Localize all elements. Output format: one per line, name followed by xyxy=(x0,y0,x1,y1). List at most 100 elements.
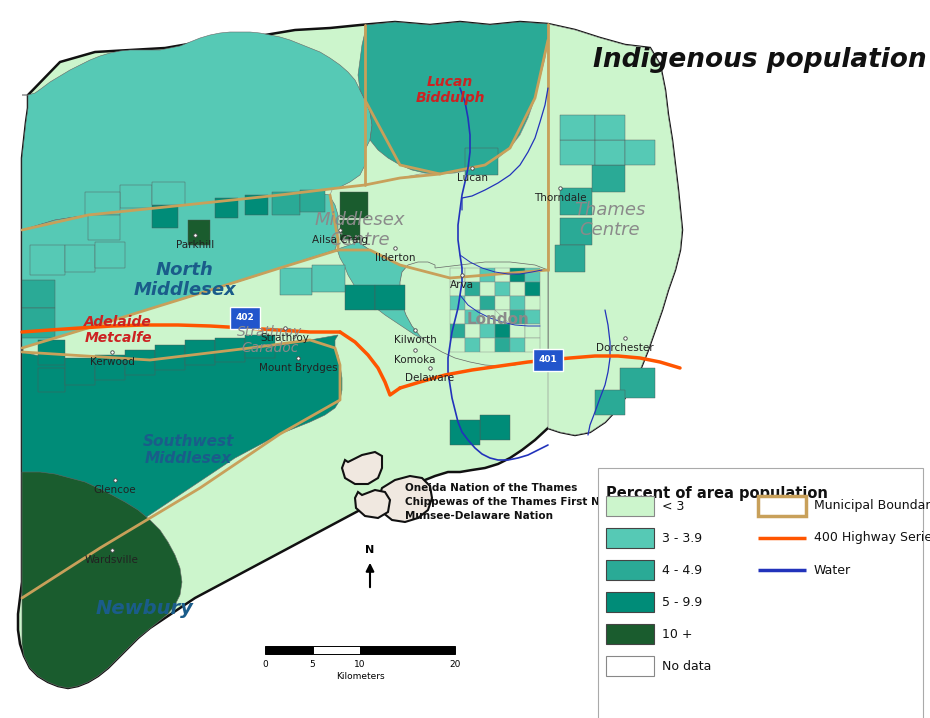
Polygon shape xyxy=(280,268,312,295)
Polygon shape xyxy=(525,338,540,352)
Polygon shape xyxy=(22,280,55,308)
Polygon shape xyxy=(510,324,525,338)
Polygon shape xyxy=(400,262,548,366)
Bar xyxy=(606,592,654,612)
Polygon shape xyxy=(38,340,65,365)
Bar xyxy=(360,646,455,654)
Polygon shape xyxy=(450,420,480,445)
Polygon shape xyxy=(30,245,65,275)
Text: London: London xyxy=(467,312,529,327)
Polygon shape xyxy=(450,282,465,296)
Text: 0: 0 xyxy=(262,660,268,669)
Polygon shape xyxy=(450,310,465,324)
Polygon shape xyxy=(510,268,525,282)
Polygon shape xyxy=(495,296,510,310)
Polygon shape xyxy=(22,335,342,598)
Polygon shape xyxy=(450,324,465,338)
Text: Indigenous population: Indigenous population xyxy=(593,47,927,73)
Text: 5: 5 xyxy=(310,660,315,669)
Bar xyxy=(265,646,312,654)
Polygon shape xyxy=(560,115,595,140)
Polygon shape xyxy=(22,32,372,230)
Text: Munsee-Delaware Nation: Munsee-Delaware Nation xyxy=(405,511,553,521)
Polygon shape xyxy=(525,282,540,296)
Polygon shape xyxy=(120,185,152,208)
Polygon shape xyxy=(560,218,592,245)
Polygon shape xyxy=(525,296,540,310)
Text: Percent of area population: Percent of area population xyxy=(606,486,828,501)
Bar xyxy=(758,496,806,516)
Text: < 3: < 3 xyxy=(662,500,684,513)
Polygon shape xyxy=(480,310,495,324)
Text: Dorchester: Dorchester xyxy=(596,343,654,353)
Polygon shape xyxy=(22,472,182,688)
Polygon shape xyxy=(358,22,548,174)
FancyBboxPatch shape xyxy=(533,349,563,371)
Polygon shape xyxy=(525,310,540,324)
Polygon shape xyxy=(480,268,495,282)
Polygon shape xyxy=(595,140,625,165)
Bar xyxy=(606,496,654,516)
Polygon shape xyxy=(65,358,95,385)
Polygon shape xyxy=(465,268,480,282)
Polygon shape xyxy=(312,265,345,292)
Polygon shape xyxy=(215,338,245,362)
Bar xyxy=(312,646,360,654)
Polygon shape xyxy=(152,182,185,205)
Text: Strathroy
Caradoc: Strathroy Caradoc xyxy=(237,325,302,355)
Text: 3 - 3.9: 3 - 3.9 xyxy=(662,531,702,544)
Text: Glencoe: Glencoe xyxy=(94,485,137,495)
Text: Kerwood: Kerwood xyxy=(89,357,135,367)
Polygon shape xyxy=(495,324,510,338)
Polygon shape xyxy=(525,268,540,282)
Text: Oneida Nation of the Thames: Oneida Nation of the Thames xyxy=(405,483,578,493)
Bar xyxy=(606,560,654,580)
Polygon shape xyxy=(548,24,682,435)
Text: Middlesex
Centre: Middlesex Centre xyxy=(314,210,405,249)
Text: Kilometers: Kilometers xyxy=(336,672,384,681)
Polygon shape xyxy=(595,390,625,415)
Polygon shape xyxy=(480,324,495,338)
Polygon shape xyxy=(480,282,495,296)
Polygon shape xyxy=(560,140,595,165)
Text: 401: 401 xyxy=(538,355,557,365)
Polygon shape xyxy=(510,296,525,310)
Text: Lucan
Biddulph: Lucan Biddulph xyxy=(416,75,485,105)
Polygon shape xyxy=(355,490,390,518)
Text: Southwest
Middlesex: Southwest Middlesex xyxy=(142,434,233,466)
Text: 402: 402 xyxy=(235,314,255,322)
Polygon shape xyxy=(245,335,275,358)
Polygon shape xyxy=(510,338,525,352)
Polygon shape xyxy=(480,296,495,310)
Polygon shape xyxy=(465,310,480,324)
Text: 5 - 9.9: 5 - 9.9 xyxy=(662,595,702,608)
Polygon shape xyxy=(340,192,368,218)
Text: Ilderton: Ilderton xyxy=(375,253,416,263)
Text: Arva: Arva xyxy=(450,280,474,290)
Polygon shape xyxy=(215,198,238,218)
Text: Kilworth: Kilworth xyxy=(393,335,436,345)
Polygon shape xyxy=(95,355,125,380)
Polygon shape xyxy=(465,324,480,338)
Polygon shape xyxy=(495,310,510,324)
Text: Delaware: Delaware xyxy=(405,373,455,383)
Polygon shape xyxy=(272,192,300,215)
Polygon shape xyxy=(245,195,268,215)
Polygon shape xyxy=(480,415,510,440)
Polygon shape xyxy=(495,282,510,296)
Polygon shape xyxy=(335,242,548,358)
Text: Municipal Boundary: Municipal Boundary xyxy=(814,500,930,513)
Text: Adelaide
Metcalfe: Adelaide Metcalfe xyxy=(84,315,152,345)
Polygon shape xyxy=(300,190,325,212)
Polygon shape xyxy=(155,345,185,370)
Polygon shape xyxy=(480,338,495,352)
Polygon shape xyxy=(152,205,178,228)
Polygon shape xyxy=(65,245,95,272)
Polygon shape xyxy=(555,245,585,272)
Polygon shape xyxy=(22,308,55,338)
Polygon shape xyxy=(465,148,498,175)
Polygon shape xyxy=(495,338,510,352)
FancyBboxPatch shape xyxy=(598,468,923,718)
Polygon shape xyxy=(625,140,655,165)
Polygon shape xyxy=(525,324,540,338)
